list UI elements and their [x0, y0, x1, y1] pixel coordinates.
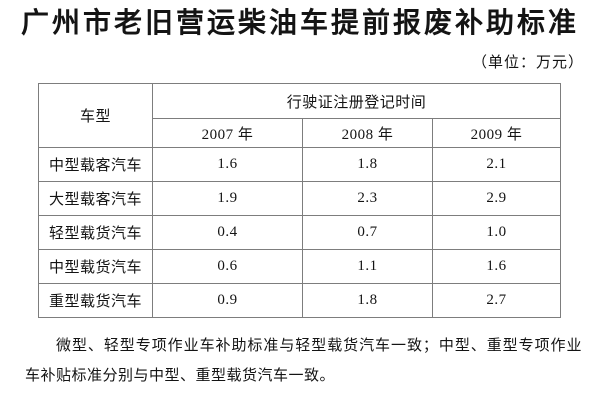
table-header-row-years: 2007 年 2008 年 2009 年	[39, 118, 562, 148]
page-title: 广州市老旧营运柴油车提前报废补助标准	[20, 8, 579, 39]
subsidy-value-cell: 2.3	[302, 181, 433, 216]
subsidy-value-cell: 1.8	[302, 283, 433, 318]
year-header-2007: 2007 年	[152, 118, 303, 148]
table-row: 中型载货汽车 0.6 1.1 1.6	[38, 249, 562, 284]
year-header-2008: 2008 年	[302, 118, 433, 148]
table-row: 中型载客汽车 1.6 1.8 2.1	[38, 147, 562, 182]
year-header-2009: 2009 年	[431, 118, 562, 148]
subsidy-value-cell: 1.6	[152, 147, 303, 182]
footnote: 微型、轻型专项作业车补助标准与轻型载货汽车一致；中型、重型专项作业车补贴标准分别…	[25, 338, 582, 384]
vehicle-type-cell: 大型载客汽车	[38, 181, 153, 216]
subsidy-value-cell: 1.8	[302, 147, 433, 182]
subsidy-value-cell: 1.6	[431, 249, 562, 284]
subsidy-value-cell: 1.0	[431, 215, 562, 250]
table-row: 重型载货汽车 0.9 1.8 2.7	[38, 283, 562, 318]
subsidy-value-cell: 0.9	[152, 283, 303, 318]
subsidy-value-cell: 1.9	[152, 181, 303, 216]
subsidy-value-cell: 2.9	[431, 181, 562, 216]
vehicle-type-cell: 重型载货汽车	[38, 283, 153, 318]
vehicle-type-cell: 中型载客汽车	[38, 147, 153, 182]
subsidy-value-cell: 2.7	[431, 283, 562, 318]
registration-time-group-header: 行驶证注册登记时间	[151, 83, 562, 119]
vehicle-type-column-header: 车型	[38, 83, 153, 148]
subsidy-table: 车型 行驶证注册登记时间 2007 年 2008 年 2009 年 中型载客汽车…	[38, 83, 562, 318]
subsidy-value-cell: 2.1	[431, 147, 562, 182]
subsidy-value-cell: 1.1	[302, 249, 433, 284]
vehicle-type-cell: 中型载货汽车	[38, 249, 153, 284]
document-page: 广州市老旧营运柴油车提前报废补助标准 （单位：万元） 车型 行驶证注册登记时间 …	[0, 6, 600, 406]
subsidy-value-cell: 0.4	[152, 215, 303, 250]
subsidy-value-cell: 0.7	[302, 215, 433, 250]
table-header-row-group: 车型 行驶证注册登记时间	[38, 83, 562, 148]
subsidy-value-cell: 0.6	[152, 249, 303, 284]
table-row: 轻型载货汽车 0.4 0.7 1.0	[38, 215, 562, 250]
table-row: 大型载客汽车 1.9 2.3 2.9	[38, 181, 562, 216]
unit-note: （单位：万元）	[471, 55, 584, 71]
vehicle-type-cell: 轻型载货汽车	[38, 215, 153, 250]
